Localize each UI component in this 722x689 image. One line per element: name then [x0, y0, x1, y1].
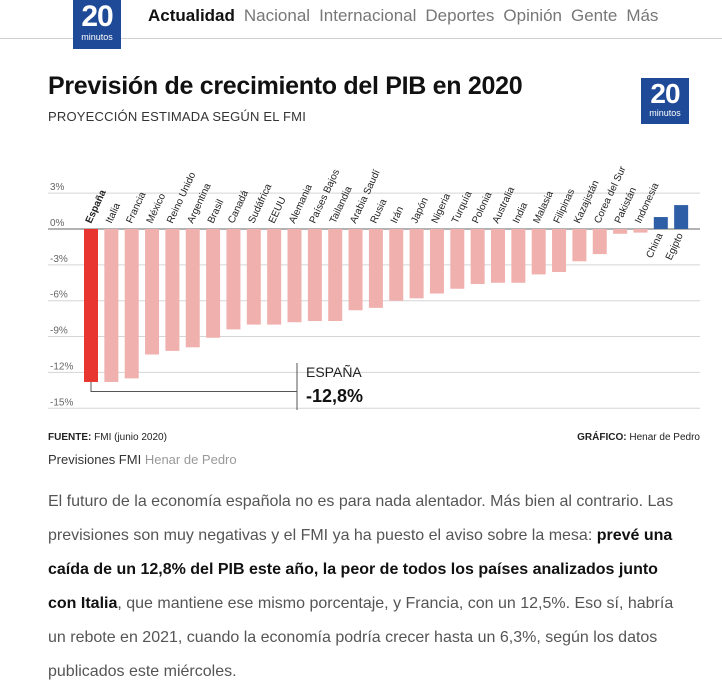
- bar: [226, 229, 241, 330]
- bar: [246, 229, 261, 325]
- credit-value: Henar de Pedro: [629, 432, 700, 443]
- bar: [145, 229, 160, 355]
- bar: [104, 229, 119, 382]
- main-nav: Actualidad Nacional Internacional Deportes O…: [148, 6, 658, 26]
- category-label: Italia: [104, 201, 123, 225]
- source-label: FUENTE:: [48, 432, 92, 443]
- bar: [470, 229, 485, 284]
- category-label: Egipto: [664, 231, 686, 262]
- bar: [328, 229, 343, 322]
- bar: [491, 229, 505, 283]
- category-label: China: [645, 231, 666, 260]
- bar: [531, 229, 546, 275]
- bar: [206, 229, 221, 338]
- bar: [552, 229, 567, 273]
- category-label: Brasil: [206, 198, 227, 225]
- category-label: EEUU: [267, 195, 289, 225]
- nav-item-gente[interactable]: Gente: [571, 6, 618, 25]
- nav-item-opini-n[interactable]: Opinión: [503, 6, 562, 25]
- article-text-bold: prevé una caída de un 12,8% del PIB este…: [48, 527, 673, 612]
- nav-item-m-s[interactable]: Más: [626, 6, 659, 25]
- bar: [633, 229, 648, 233]
- nav-item-internacional[interactable]: Internacional: [319, 6, 417, 25]
- chart-title: Previsión de crecimiento del PIB en 2020: [48, 72, 523, 100]
- credit-label: GRÁFICO:: [577, 432, 627, 443]
- infographic-logo-number: 20: [650, 78, 680, 109]
- bar: [613, 229, 628, 234]
- bar: [389, 229, 404, 301]
- bar: [124, 229, 139, 379]
- bar: [84, 229, 98, 382]
- category-label: India: [511, 201, 530, 226]
- logo-word: minutos: [81, 32, 113, 42]
- image-caption: Previsiones FMI Henar de Pedro: [48, 452, 237, 467]
- chart-source: FUENTE: FMI (junio 2020): [48, 432, 167, 443]
- bar: [450, 229, 465, 289]
- bar: [674, 205, 689, 229]
- bar: [511, 229, 526, 283]
- caption-title: Previsiones FMI: [48, 452, 142, 467]
- article-paragraph: El futuro de la economía española no es …: [48, 485, 688, 689]
- y-tick-label: 0%: [50, 218, 65, 229]
- bar: [653, 217, 668, 229]
- nav-item-actualidad[interactable]: Actualidad: [148, 6, 235, 25]
- bar: [368, 229, 383, 308]
- chart-credit: GRÁFICO: Henar de Pedro: [577, 432, 700, 443]
- bar: [267, 229, 282, 325]
- category-label: Irán: [389, 205, 406, 225]
- top-navigation-bar: 20 minutos Actualidad Nacional Internacion…: [0, 0, 722, 49]
- y-tick-label: -12%: [50, 361, 73, 372]
- annotation-bracket: [90, 381, 297, 393]
- infographic-logo: 20 minutos: [641, 78, 689, 124]
- bar: [287, 229, 302, 323]
- source-value: FMI (junio 2020): [94, 432, 167, 443]
- bar: [429, 229, 444, 294]
- bar: [592, 229, 607, 255]
- y-tick-label: 3%: [50, 182, 65, 193]
- category-label: Japón: [409, 196, 430, 225]
- site-logo[interactable]: 20 minutos: [73, 0, 121, 49]
- article-text-end: , que mantiene ese mismo porcentaje, y F…: [48, 595, 674, 680]
- bar: [307, 229, 322, 322]
- infographic-logo-word: minutos: [649, 108, 681, 118]
- y-tick-label: -3%: [50, 254, 68, 265]
- y-tick-label: -6%: [50, 290, 68, 301]
- caption-author: Henar de Pedro: [144, 452, 237, 467]
- chart-subtitle: PROYECCIÓN ESTIMADA SEGÚN EL FMI: [48, 109, 307, 124]
- bar: [165, 229, 180, 351]
- y-tick-label: -15%: [50, 397, 73, 408]
- logo-number: 20: [81, 0, 113, 33]
- bar: [409, 229, 424, 299]
- bar: [348, 229, 363, 311]
- article-text-start: El futuro de la economía española no es …: [48, 493, 674, 544]
- annotation-value: -12,8%: [306, 386, 363, 406]
- bar: [185, 229, 200, 348]
- y-tick-label: -9%: [50, 326, 68, 337]
- annotation-label: ESPAÑA: [306, 364, 362, 380]
- nav-item-nacional[interactable]: Nacional: [243, 6, 311, 25]
- category-label: Rusia: [369, 197, 390, 225]
- bar: [572, 229, 587, 262]
- nav-item-deportes[interactable]: Deportes: [425, 6, 495, 25]
